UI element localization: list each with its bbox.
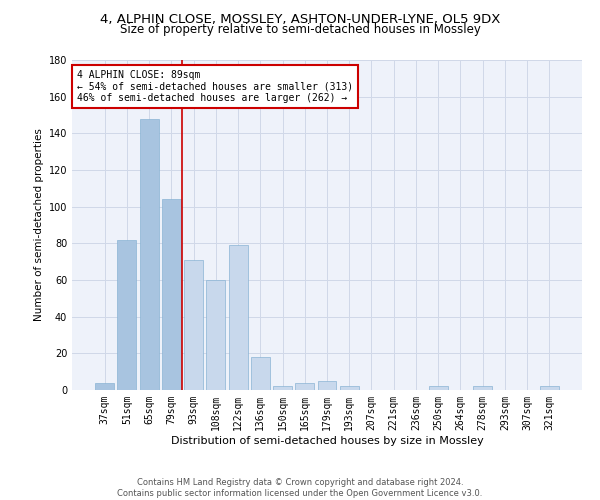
Bar bbox=[206, 280, 225, 390]
Bar bbox=[140, 118, 158, 390]
Text: 4 ALPHIN CLOSE: 89sqm
← 54% of semi-detached houses are smaller (313)
46% of sem: 4 ALPHIN CLOSE: 89sqm ← 54% of semi-deta… bbox=[77, 70, 353, 103]
Bar bbox=[317, 381, 337, 390]
Bar bbox=[295, 382, 314, 390]
Bar bbox=[184, 260, 203, 390]
Text: 4, ALPHIN CLOSE, MOSSLEY, ASHTON-UNDER-LYNE, OL5 9DX: 4, ALPHIN CLOSE, MOSSLEY, ASHTON-UNDER-L… bbox=[100, 12, 500, 26]
Bar bbox=[118, 240, 136, 390]
Bar bbox=[95, 382, 114, 390]
Text: Size of property relative to semi-detached houses in Mossley: Size of property relative to semi-detach… bbox=[119, 22, 481, 36]
Bar bbox=[540, 386, 559, 390]
Bar bbox=[473, 386, 492, 390]
Bar bbox=[340, 386, 359, 390]
Bar bbox=[273, 386, 292, 390]
Bar bbox=[229, 245, 248, 390]
Text: Contains HM Land Registry data © Crown copyright and database right 2024.
Contai: Contains HM Land Registry data © Crown c… bbox=[118, 478, 482, 498]
Bar bbox=[429, 386, 448, 390]
Bar bbox=[251, 357, 270, 390]
Bar bbox=[162, 200, 181, 390]
Y-axis label: Number of semi-detached properties: Number of semi-detached properties bbox=[34, 128, 44, 322]
X-axis label: Distribution of semi-detached houses by size in Mossley: Distribution of semi-detached houses by … bbox=[170, 436, 484, 446]
